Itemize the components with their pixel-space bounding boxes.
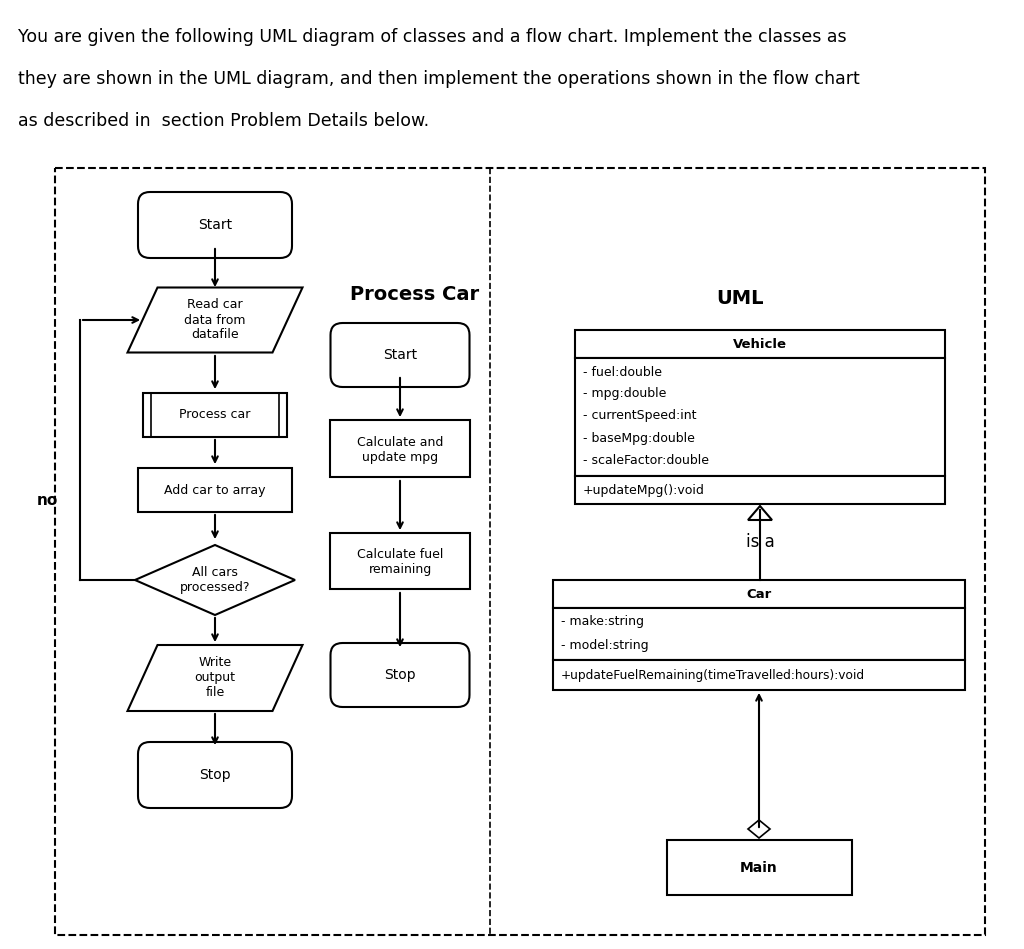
Text: - make:string: - make:string — [561, 616, 644, 628]
Text: Calculate fuel
remaining: Calculate fuel remaining — [356, 548, 443, 576]
Text: - currentSpeed:int: - currentSpeed:int — [583, 410, 696, 422]
Bar — [330, 533, 470, 589]
Bar — [575, 358, 945, 476]
Text: is a: is a — [745, 533, 774, 551]
Bar — [143, 393, 287, 437]
Text: - mpg:double: - mpg:double — [583, 387, 667, 400]
Bar — [553, 660, 965, 690]
FancyBboxPatch shape — [138, 192, 292, 258]
Bar — [553, 608, 965, 660]
Text: Vehicle: Vehicle — [733, 338, 787, 350]
Bar — [575, 476, 945, 504]
Text: Stop: Stop — [200, 768, 230, 782]
Text: All cars
processed?: All cars processed? — [180, 566, 250, 594]
Text: +updateMpg():void: +updateMpg():void — [583, 483, 705, 496]
Polygon shape — [128, 645, 302, 711]
Text: You are given the following UML diagram of classes and a flow chart. Implement t: You are given the following UML diagram … — [18, 28, 847, 46]
Polygon shape — [748, 506, 772, 520]
Text: Process Car: Process Car — [350, 286, 479, 305]
FancyBboxPatch shape — [331, 643, 469, 707]
Polygon shape — [135, 545, 295, 615]
Text: as described in  section Problem Details below.: as described in section Problem Details … — [18, 112, 429, 130]
Text: Start: Start — [198, 218, 232, 232]
Text: Read car
data from
datafile: Read car data from datafile — [184, 299, 246, 342]
Text: Process car: Process car — [179, 408, 251, 421]
Text: Start: Start — [383, 348, 417, 362]
Text: Write
output
file: Write output file — [195, 657, 236, 699]
Text: - fuel:double: - fuel:double — [583, 365, 662, 379]
Text: UML: UML — [716, 288, 764, 307]
Text: - scaleFactor:double: - scaleFactor:double — [583, 454, 709, 467]
Bar — [575, 330, 945, 358]
Bar — [55, 168, 985, 935]
Text: Calculate and
update mpg: Calculate and update mpg — [356, 436, 443, 464]
Bar — [330, 420, 470, 477]
Text: Stop: Stop — [384, 668, 416, 682]
Text: Add car to array: Add car to array — [164, 483, 266, 496]
Text: - model:string: - model:string — [561, 639, 648, 652]
Bar — [138, 468, 292, 512]
Polygon shape — [748, 820, 770, 838]
Text: Car: Car — [746, 587, 772, 601]
Text: - baseMpg:double: - baseMpg:double — [583, 432, 695, 444]
FancyBboxPatch shape — [331, 323, 469, 387]
Bar — [553, 580, 965, 608]
FancyBboxPatch shape — [138, 742, 292, 808]
Text: they are shown in the UML diagram, and then implement the operations shown in th: they are shown in the UML diagram, and t… — [18, 70, 860, 88]
Text: no: no — [37, 493, 58, 508]
Text: Main: Main — [740, 861, 778, 874]
Text: +updateFuelRemaining(timeTravelled:hours):void: +updateFuelRemaining(timeTravelled:hours… — [561, 668, 865, 681]
Polygon shape — [128, 288, 302, 352]
Bar — [667, 840, 852, 895]
